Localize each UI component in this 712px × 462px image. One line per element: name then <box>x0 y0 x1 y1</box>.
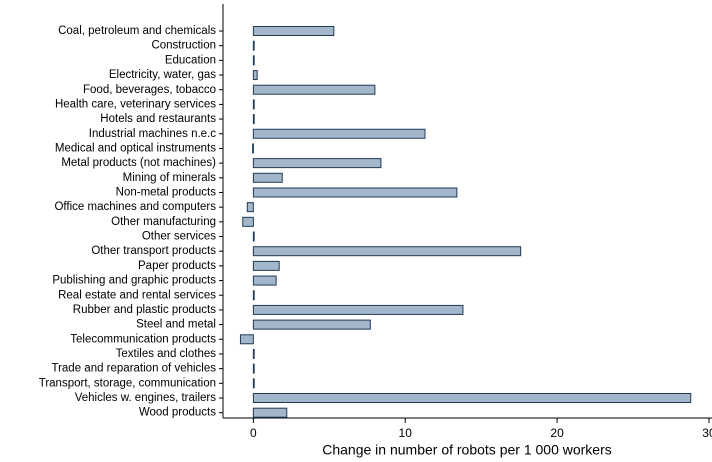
y-tick-label: Other transport products <box>91 245 216 257</box>
y-tick-label: Trade and reparation of vehicles <box>51 363 216 375</box>
y-tick-label: Textiles and clothes <box>116 348 217 360</box>
y-tick-label: Steel and metal <box>136 319 216 331</box>
y-tick-label: Food, beverages, tobacco <box>83 84 216 96</box>
x-tick-label: 20 <box>550 426 564 440</box>
y-tick-label: Real estate and rental services <box>58 289 216 301</box>
bar <box>252 26 335 36</box>
y-tick-label: Health care, veterinary services <box>55 98 216 110</box>
bar <box>252 187 458 198</box>
x-tick-label: 10 <box>399 426 413 440</box>
y-tick-label: Education <box>165 54 216 66</box>
bar <box>252 275 277 286</box>
y-tick-label: Non-metal products <box>116 187 217 199</box>
bar <box>252 128 426 139</box>
x-axis-title: Change in number of robots per 1 000 wor… <box>322 442 612 458</box>
bar <box>252 348 255 359</box>
bar <box>252 304 464 315</box>
bar <box>252 260 280 271</box>
y-tick-label: Electricity, water, gas <box>109 69 216 81</box>
bar <box>252 172 283 183</box>
bar <box>252 393 692 403</box>
y-tick-label: Publishing and graphic products <box>52 275 216 287</box>
bar <box>239 334 254 345</box>
bar <box>252 246 522 257</box>
bar <box>252 290 255 301</box>
y-tick-label: Construction <box>151 40 216 52</box>
bar <box>252 114 255 125</box>
bar <box>252 407 288 418</box>
bar <box>246 202 254 213</box>
y-tick-label: Other services <box>142 231 216 243</box>
bar <box>252 55 255 66</box>
y-tick-label: Industrial machines n.e.c <box>89 128 216 140</box>
y-tick-label: Coal, petroleum and chemicals <box>58 25 216 37</box>
bar <box>242 216 254 227</box>
y-tick-label: Hotels and restaurants <box>100 113 216 125</box>
y-tick-label: Vehicles w. engines, trailers <box>75 392 217 404</box>
bar <box>252 319 371 330</box>
bar <box>252 378 255 389</box>
bar <box>252 363 255 374</box>
bar <box>252 99 255 110</box>
y-tick-label: Wood products <box>139 407 216 419</box>
y-tick-label: Medical and optical instruments <box>55 142 216 154</box>
y-tick-label: Rubber and plastic products <box>73 304 216 316</box>
y-tick-label: Transport, storage, communication <box>39 377 216 389</box>
bar <box>252 70 258 81</box>
bar <box>252 158 382 169</box>
y-tick-label: Office machines and computers <box>54 201 216 213</box>
x-tick-label: 0 <box>250 426 257 440</box>
y-tick-label: Paper products <box>138 260 216 272</box>
x-tick-label: 30 <box>702 426 712 440</box>
y-tick-label: Mining of minerals <box>123 172 217 184</box>
bar <box>252 84 376 95</box>
y-tick-label: Telecommunication products <box>70 333 216 345</box>
bar <box>252 143 254 154</box>
bar <box>252 231 255 242</box>
y-tick-label: Other manufacturing <box>111 216 216 228</box>
bar <box>252 40 255 51</box>
y-tick-label: Metal products (not machines) <box>61 157 216 169</box>
